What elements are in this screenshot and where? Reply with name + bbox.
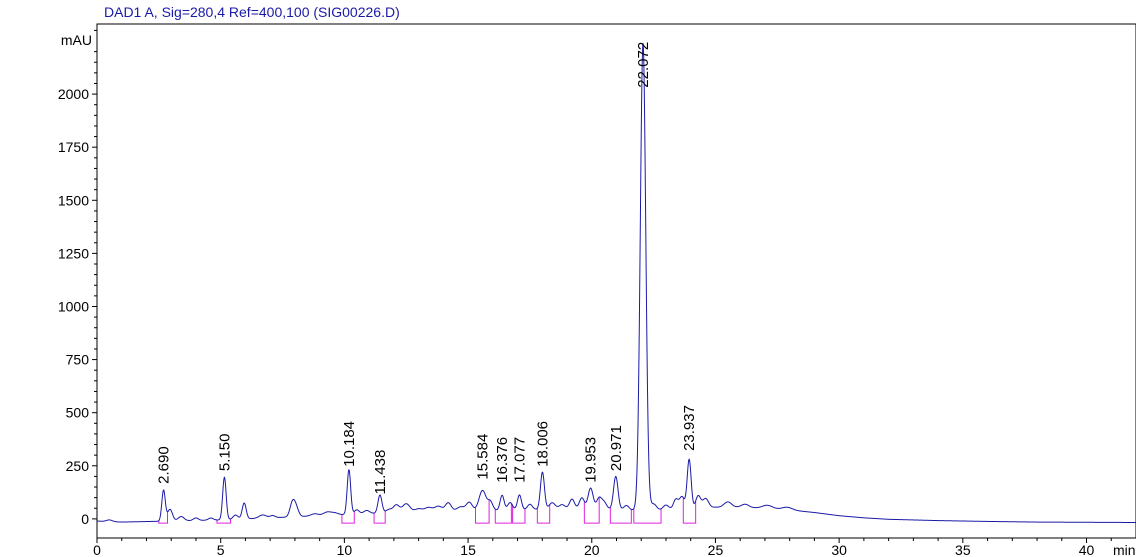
y-tick-label: 750: [66, 352, 90, 368]
integration-mark: [583, 497, 600, 524]
integration-mark: [682, 497, 697, 524]
x-tick-label: 30: [831, 542, 847, 557]
peak-label: 20.971: [608, 425, 625, 471]
y-axis-label: mAU: [61, 32, 92, 48]
peak-labels: 2.690 5.150 10.184 11.438 15.584 16.376 17.077…: [156, 42, 699, 495]
y-tick-label: 0: [81, 511, 89, 527]
y-axis: 0 250 500 750 1000 1250 1500 1750 2000: [58, 29, 97, 527]
x-tick-label: 40: [1079, 542, 1095, 557]
integration-mark: [158, 511, 169, 524]
x-tick-label: 10: [337, 542, 353, 557]
integration-mark: [494, 503, 512, 524]
x-tick-label: 5: [217, 542, 225, 557]
integration-marks: [158, 497, 697, 524]
integration-mark: [512, 505, 526, 524]
peak-label: 23.937: [681, 405, 698, 451]
x-tick-label: 25: [708, 542, 724, 557]
y-tick-label: 1250: [58, 245, 89, 261]
y-tick-label: 250: [66, 458, 90, 474]
chromatogram-trace: [96, 43, 1136, 523]
chart-title: DAD1 A, Sig=280,4 Ref=400,100 (SIG00226.…: [104, 4, 400, 20]
x-tick-label: 20: [584, 542, 600, 557]
integration-mark: [633, 508, 662, 524]
peak-label: 5.150: [216, 434, 233, 472]
peak-label: 17.077: [511, 437, 528, 483]
peak-label: 18.006: [534, 421, 551, 467]
y-tick-label: 500: [66, 405, 90, 421]
peak-label: 16.376: [494, 437, 511, 483]
peak-label: 19.953: [583, 437, 600, 483]
peak-label: 15.584: [475, 434, 492, 480]
peak-label: 10.184: [341, 421, 358, 467]
integration-mark: [373, 510, 386, 524]
peak-label: 11.438: [372, 450, 389, 495]
y-tick-label: 1000: [58, 298, 89, 314]
integration-mark: [341, 511, 355, 524]
x-axis-label: min: [1113, 542, 1136, 557]
x-tick-label: 15: [460, 542, 476, 557]
integration-mark: [609, 507, 632, 524]
y-tick-label: 2000: [58, 86, 89, 102]
integration-mark: [474, 499, 490, 524]
peak-label: 22.072: [635, 42, 652, 88]
y-tick-label: 1500: [58, 192, 89, 208]
y-tick-label: 1750: [58, 139, 89, 155]
integration-mark: [216, 518, 232, 524]
peak-label: 2.690: [156, 446, 173, 484]
x-tick-label: 0: [93, 542, 101, 557]
x-axis: 0 5 10 15 20 25 30 35 40: [93, 538, 1112, 557]
integration-mark: [536, 504, 551, 524]
x-tick-label: 35: [955, 542, 971, 557]
